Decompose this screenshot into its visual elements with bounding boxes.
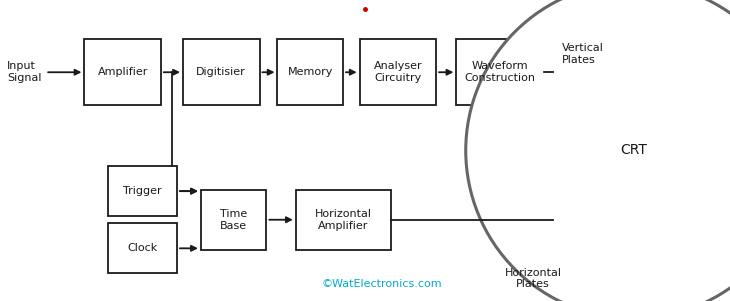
FancyBboxPatch shape	[296, 190, 391, 250]
Text: Digitisier: Digitisier	[196, 67, 246, 77]
Text: ©WatElectronics.com: ©WatElectronics.com	[321, 279, 442, 289]
Text: Amplifier: Amplifier	[97, 67, 148, 77]
Text: Vertical
Plates: Vertical Plates	[562, 43, 604, 65]
FancyBboxPatch shape	[277, 39, 343, 105]
FancyBboxPatch shape	[456, 39, 544, 105]
FancyBboxPatch shape	[182, 39, 260, 105]
Text: Horizontal
Plates: Horizontal Plates	[504, 268, 561, 290]
Text: Analyser
Circuitry: Analyser Circuitry	[374, 61, 422, 83]
Text: Trigger: Trigger	[123, 186, 161, 196]
FancyBboxPatch shape	[108, 223, 177, 273]
FancyBboxPatch shape	[108, 166, 177, 216]
FancyBboxPatch shape	[201, 190, 266, 250]
Text: Horizontal
Amplifier: Horizontal Amplifier	[315, 209, 372, 231]
Text: Input
Signal: Input Signal	[7, 61, 42, 83]
Text: Waveform
Construction: Waveform Construction	[464, 61, 536, 83]
Text: CRT: CRT	[620, 144, 647, 157]
FancyBboxPatch shape	[85, 39, 161, 105]
Text: Time
Base: Time Base	[220, 209, 247, 231]
Text: Memory: Memory	[288, 67, 333, 77]
FancyBboxPatch shape	[360, 39, 437, 105]
Text: Clock: Clock	[127, 243, 158, 253]
Ellipse shape	[466, 0, 730, 301]
